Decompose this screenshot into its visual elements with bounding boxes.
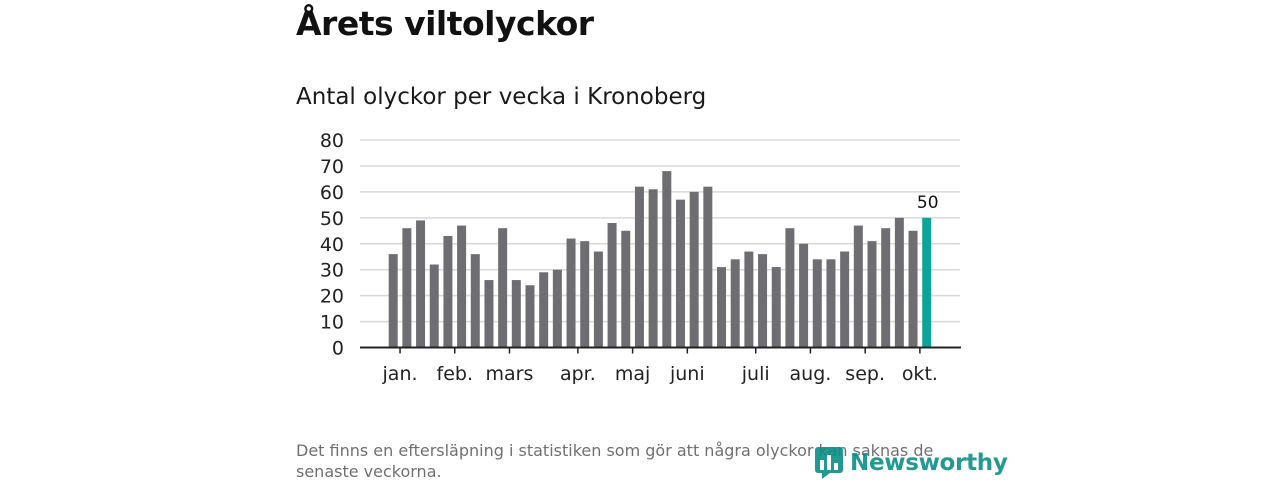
bar [457,225,467,348]
x-tick-label: mars [486,363,534,385]
newsworthy-chart-icon [815,447,843,479]
x-tick-label: juni [669,363,705,385]
bar [511,280,521,348]
x-tick-label: juli [741,363,770,385]
bar [402,228,412,348]
y-tick-label: 60 [320,182,344,204]
bar [634,186,644,348]
newsworthy-wordmark: Newsworthy [850,450,1008,476]
bar [744,251,754,348]
bar [498,228,508,348]
x-tick-label: aug. [790,363,832,385]
bar [662,171,672,348]
footnote: Det finns en eftersläpning i statistiken… [296,441,934,481]
bar [867,241,877,348]
bar [826,259,836,348]
bar [552,269,562,348]
bar [758,254,768,348]
x-tick-label: okt. [902,363,938,385]
y-tick-label: 20 [320,286,344,308]
y-tick-label: 0 [332,338,344,360]
bar [730,259,740,348]
bar [525,285,535,348]
bar [484,280,494,348]
y-tick-label: 70 [320,156,344,178]
newsworthy-logo[interactable]: Newsworthy [814,446,1008,480]
bar [717,267,727,348]
x-tick-label: sep. [845,363,885,385]
bar [840,251,850,348]
bar [580,241,590,348]
y-tick-label: 50 [320,208,344,230]
bar [771,267,781,348]
bar [470,254,480,348]
bar [785,228,795,348]
bar [443,235,453,348]
bar [703,186,713,348]
bar [416,220,426,348]
bar [593,251,603,348]
bar-value-label: 50 [917,193,939,213]
chart-subtitle: Antal olyckor per vecka i Kronoberg [296,84,707,110]
bar [539,272,549,348]
chart-title: Årets viltolyckor [296,4,594,43]
y-tick-label: 10 [320,312,344,334]
bar [908,230,918,348]
bar [607,223,617,348]
bar [566,238,576,348]
bar-highlight [922,217,932,348]
y-tick-label: 30 [320,260,344,282]
x-tick-label: feb. [437,363,473,385]
bar [429,264,439,348]
x-tick-label: apr. [560,363,596,385]
y-tick-label: 40 [320,234,344,256]
bar [648,189,658,348]
bar [621,230,631,348]
bar [881,228,891,348]
bar [894,217,904,348]
x-tick-label: maj [615,363,650,385]
bar [675,199,685,348]
bar [689,191,699,348]
x-tick-label: jan. [382,363,418,385]
bar [853,225,863,348]
bar [799,243,809,348]
bar [388,254,398,348]
y-tick-label: 80 [320,130,344,152]
bar [812,259,822,348]
